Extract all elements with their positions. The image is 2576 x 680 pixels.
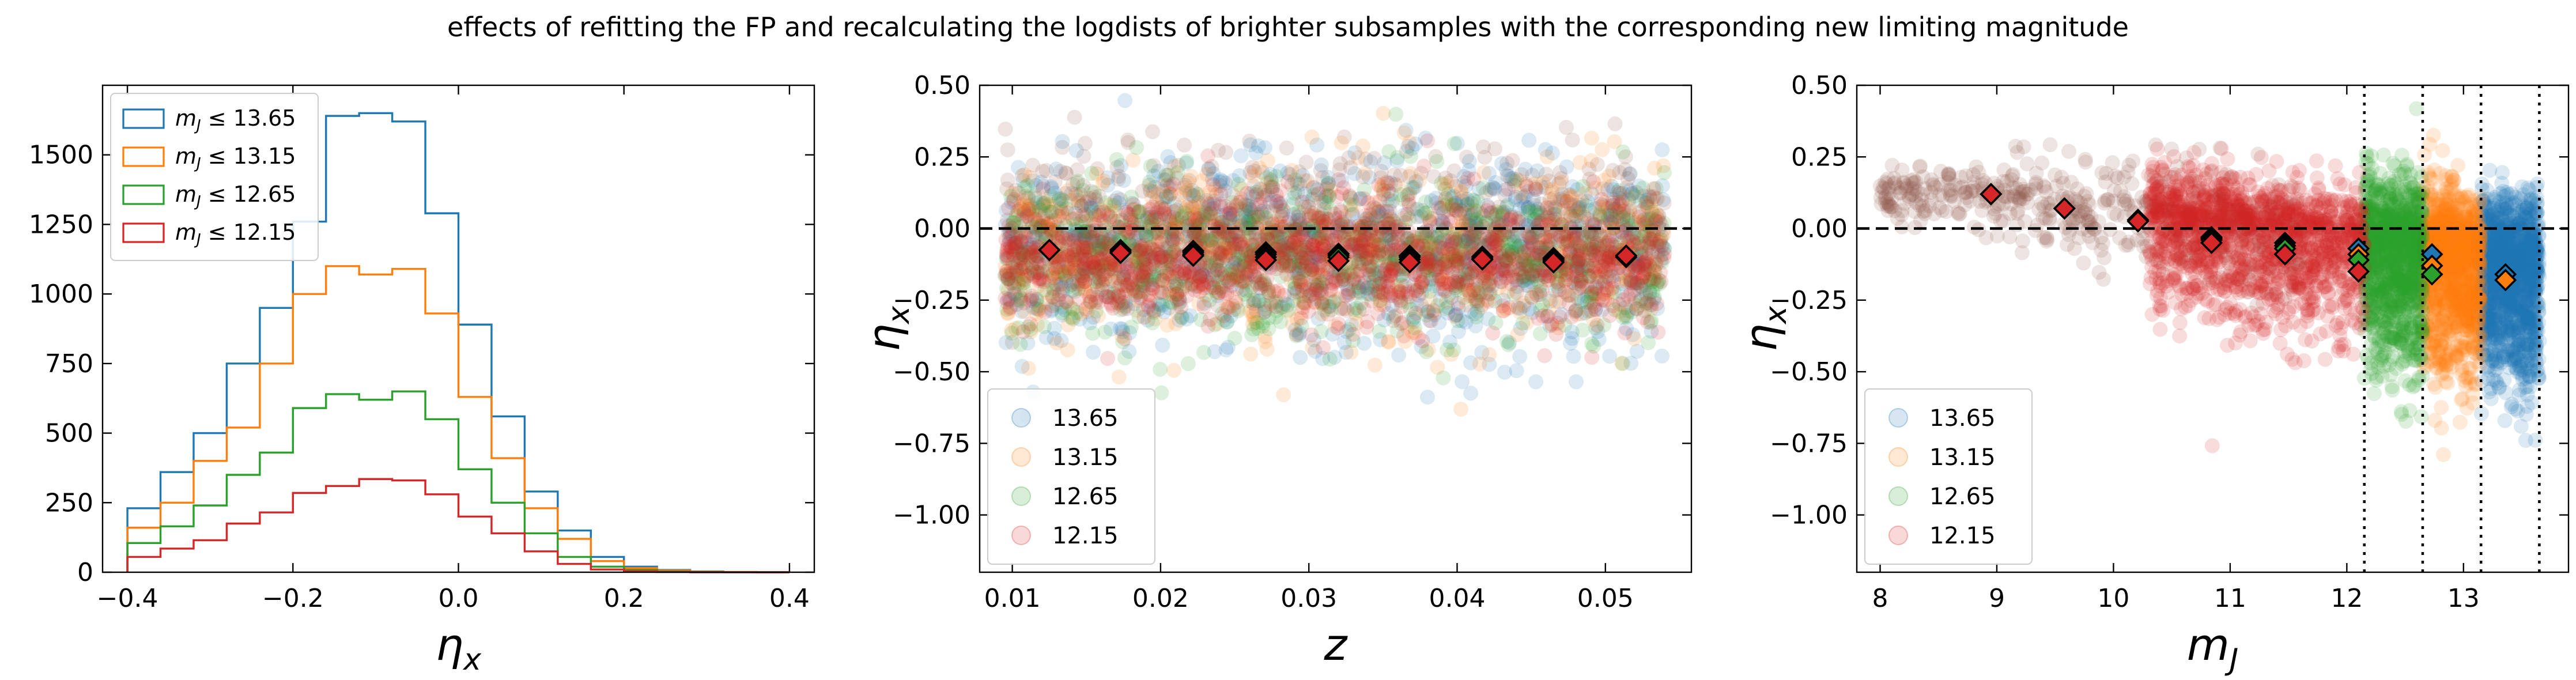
binned-mean-2-3-0 <box>1980 183 2003 206</box>
xtick-label-1-0: 0.01 <box>984 584 1041 613</box>
binned-mean-1-3-7 <box>1542 251 1565 274</box>
binned-mean-2-1-7 <box>2494 269 2517 292</box>
xtick-label-1-1: 0.02 <box>1132 584 1189 613</box>
binned-mean-1-3-4 <box>1327 250 1350 273</box>
hist-legend-swatch-0 <box>122 108 165 129</box>
scatter-ylabel-2: ηx <box>1735 305 1793 352</box>
binned-mean-2-2-6 <box>2420 263 2443 286</box>
scatter-legend-label-2-2: 12.65 <box>1929 483 1996 510</box>
scatter-legend-label-2-0: 13.65 <box>1929 405 1996 432</box>
ytick-label-0-5: 1250 <box>29 210 93 239</box>
scatter-legend-marker-2-2 <box>1888 486 1908 506</box>
hist-legend-swatch-1 <box>122 146 165 167</box>
ytick-label-2-6: 0.50 <box>1791 71 1848 100</box>
ytick-label-1-4: 0.00 <box>914 214 970 244</box>
ytick-label-2-0: −1.00 <box>1770 501 1848 530</box>
hist-series-3 <box>126 478 790 573</box>
scatter-points-1 <box>997 93 1672 424</box>
xtick-label-0-3: 0.2 <box>604 584 644 613</box>
xtick-label-1-4: 0.05 <box>1577 584 1634 613</box>
ytick-label-2-1: −0.75 <box>1770 429 1848 458</box>
xtick-label-2-4: 12 <box>2331 584 2363 613</box>
hist-legend-label-0: mJ ≤ 13.65 <box>175 105 296 134</box>
scatter-legend-marker-2-0 <box>1888 408 1908 428</box>
scatter-legend-marker-1-3 <box>1011 526 1031 545</box>
scatter-legend-marker-2-1 <box>1888 447 1908 467</box>
ytick-label-1-2: −0.50 <box>893 357 970 387</box>
hist-legend-label-1: mJ ≤ 13.15 <box>175 143 296 172</box>
binned-mean-1-3-3 <box>1255 248 1278 271</box>
ytick-label-1-1: −0.75 <box>893 429 970 458</box>
ytick-label-1-0: −1.00 <box>893 501 970 530</box>
scatter-legend-label-1-3: 12.15 <box>1052 523 1119 549</box>
ytick-label-1-3: −0.25 <box>893 286 970 315</box>
axes-frame-0 <box>101 84 815 573</box>
binned-mean-2-3-4 <box>2273 243 2297 266</box>
xtick-label-0-0: −0.4 <box>97 584 158 613</box>
ytick-label-0-0: 0 <box>77 558 93 587</box>
xtick-label-0-1: −0.2 <box>262 584 324 613</box>
hist-legend-label-2: mJ ≤ 12.65 <box>175 182 296 210</box>
scatter-xlabel-2: mJ <box>2187 619 2238 677</box>
binned-mean-2-3-1 <box>2053 197 2076 220</box>
hist-legend <box>110 93 319 261</box>
binned-mean-1-3-8 <box>1615 244 1638 267</box>
hist-legend-swatch-3 <box>122 222 165 243</box>
scatter-legend-label-1-0: 13.65 <box>1052 405 1119 432</box>
ytick-label-0-6: 1500 <box>29 141 93 170</box>
scatter-legend-marker-1-2 <box>1011 486 1031 506</box>
ytick-label-0-2: 500 <box>45 419 93 448</box>
binned-mean-2-3-2 <box>2126 210 2150 233</box>
scatter-legend-marker-1-0 <box>1011 408 1031 428</box>
scatter-legend-marker-2-3 <box>1888 526 1908 545</box>
binned-mean-1-3-1 <box>1109 241 1132 265</box>
scatter-legend-label-1-2: 12.65 <box>1052 483 1119 510</box>
scatter-xlabel-1: z <box>1324 619 1349 670</box>
ytick-label-2-2: −0.50 <box>1770 357 1848 387</box>
axes-frame-2 <box>1856 84 2570 573</box>
figure-suptitle: effects of refitting the FP and recalcul… <box>447 12 2129 43</box>
scatter-legend-marker-1-1 <box>1011 447 1031 467</box>
xtick-label-2-2: 10 <box>2097 584 2129 613</box>
ytick-label-0-1: 250 <box>45 488 93 517</box>
ytick-label-2-5: 0.25 <box>1791 142 1848 172</box>
hist-legend-swatch-2 <box>122 184 165 205</box>
ytick-label-2-4: 0.00 <box>1791 214 1848 244</box>
xtick-label-1-3: 0.04 <box>1429 584 1485 613</box>
ytick-label-0-4: 1000 <box>29 279 93 309</box>
scatter-legend-label-1-1: 13.15 <box>1052 444 1119 471</box>
scatter-ylabel-1: ηx <box>858 305 916 352</box>
xtick-label-0-4: 0.4 <box>769 584 810 613</box>
ytick-label-1-6: 0.50 <box>914 71 970 100</box>
binned-mean-1-3-5 <box>1398 251 1421 274</box>
axes-frame-1 <box>979 84 1693 573</box>
xtick-label-1-2: 0.03 <box>1281 584 1337 613</box>
ytick-label-1-5: 0.25 <box>914 142 970 172</box>
ytick-label-2-3: −0.25 <box>1770 286 1848 315</box>
binned-mean-1-3-0 <box>1038 239 1061 262</box>
hist-xlabel: ηx <box>436 619 482 677</box>
ytick-label-0-3: 750 <box>45 349 93 379</box>
xtick-label-0-2: 0.0 <box>439 584 479 613</box>
scatter-legend-1 <box>987 388 1155 565</box>
xtick-label-2-3: 11 <box>2214 584 2246 613</box>
scatter-legend-label-2-1: 13.15 <box>1929 444 1996 471</box>
scatter-legend-2 <box>1864 388 2033 565</box>
xtick-label-2-0: 8 <box>1872 584 1888 613</box>
scatter-legend-label-2-3: 12.15 <box>1929 523 1996 549</box>
binned-mean-1-3-2 <box>1182 244 1204 267</box>
binned-mean-1-3-6 <box>1471 248 1494 271</box>
xtick-label-2-1: 9 <box>1989 584 2005 613</box>
binned-mean-2-3-5 <box>2347 260 2370 283</box>
xtick-label-2-5: 13 <box>2447 584 2480 613</box>
hist-legend-label-3: mJ ≤ 12.15 <box>175 220 296 248</box>
binned-mean-2-3-3 <box>2200 231 2223 254</box>
